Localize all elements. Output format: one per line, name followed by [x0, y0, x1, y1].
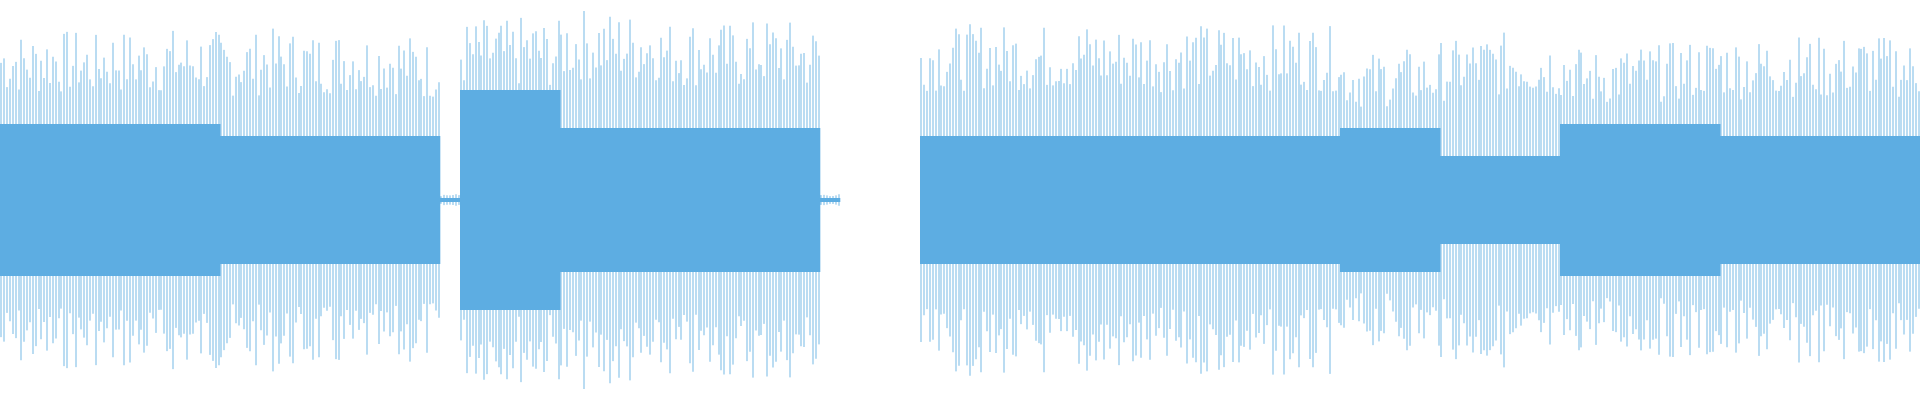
rms-body [660, 128, 681, 272]
rms-body [100, 124, 121, 276]
rms-body [1660, 124, 1681, 276]
rms-body [1020, 136, 1041, 264]
rms-body [120, 124, 141, 276]
rms-body [1500, 156, 1521, 244]
rms-body [1620, 124, 1641, 276]
rms-body [360, 136, 381, 264]
rms-body [1260, 136, 1281, 264]
rms-body [820, 198, 841, 202]
rms-body [1180, 136, 1201, 264]
rms-body [600, 128, 621, 272]
rms-body [700, 128, 721, 272]
rms-body [640, 128, 661, 272]
rms-body [540, 90, 561, 310]
rms-body [400, 136, 421, 264]
rms-body [1280, 136, 1301, 264]
rms-body [1380, 128, 1401, 272]
rms-body [420, 136, 441, 264]
rms-body [160, 124, 181, 276]
rms-body [1320, 136, 1341, 264]
rms-body [760, 128, 781, 272]
rms-body [1340, 128, 1361, 272]
rms-body [1840, 136, 1861, 264]
rms-body [780, 128, 801, 272]
rms-body [1820, 136, 1841, 264]
rms-body [1040, 136, 1061, 264]
rms-body [1100, 136, 1121, 264]
rms-body [1880, 136, 1901, 264]
rms-body [40, 124, 61, 276]
rms-body [1140, 136, 1161, 264]
rms-body [520, 90, 541, 310]
rms-body [1160, 136, 1181, 264]
rms-body [680, 128, 701, 272]
rms-body [1120, 136, 1141, 264]
rms-body [180, 124, 201, 276]
rms-body [1420, 128, 1441, 272]
rms-body [300, 136, 321, 264]
rms-body [1640, 124, 1661, 276]
rms-body [460, 90, 481, 310]
rms-body [1700, 124, 1721, 276]
rms-body [0, 124, 21, 276]
rms-body [580, 128, 601, 272]
rms-body [920, 136, 941, 264]
rms-body [1900, 136, 1920, 264]
rms-body [1580, 124, 1601, 276]
rms-body [80, 124, 101, 276]
rms-body [1060, 136, 1081, 264]
rms-body [1200, 136, 1221, 264]
rms-body [1000, 136, 1021, 264]
rms-body [220, 136, 241, 264]
rms-body [1520, 156, 1541, 244]
rms-body [1360, 128, 1381, 272]
rms-body [1240, 136, 1261, 264]
rms-body [500, 90, 521, 310]
rms-body [1740, 136, 1761, 264]
rms-body [980, 136, 1001, 264]
rms-body [720, 128, 741, 272]
rms-body [240, 136, 261, 264]
rms-body [320, 136, 341, 264]
rms-body [380, 136, 401, 264]
rms-body [1400, 128, 1421, 272]
rms-body [1220, 136, 1241, 264]
rms-body [620, 128, 641, 272]
rms-body [1860, 136, 1881, 264]
rms-body [140, 124, 161, 276]
rms-body [60, 124, 81, 276]
rms-body [560, 128, 581, 272]
rms-body [1800, 136, 1821, 264]
rms-body [800, 128, 821, 272]
rms-body [20, 124, 41, 276]
rms-body [440, 198, 461, 202]
rms-body [280, 136, 301, 264]
rms-body [1780, 136, 1801, 264]
rms-body [260, 136, 281, 264]
rms-body [1600, 124, 1621, 276]
rms-body [200, 124, 221, 276]
rms-body [1460, 156, 1481, 244]
rms-body [1300, 136, 1321, 264]
rms-body [1720, 136, 1741, 264]
rms-body [740, 128, 761, 272]
rms-body [1080, 136, 1101, 264]
rms-body [340, 136, 361, 264]
rms-body [1560, 124, 1581, 276]
rms-body [940, 136, 961, 264]
rms-body [480, 90, 501, 310]
rms-body [960, 136, 981, 264]
rms-body [1680, 124, 1701, 276]
rms-body [1760, 136, 1781, 264]
rms-body [1480, 156, 1501, 244]
rms-body [1440, 156, 1461, 244]
rms-body [1540, 156, 1561, 244]
